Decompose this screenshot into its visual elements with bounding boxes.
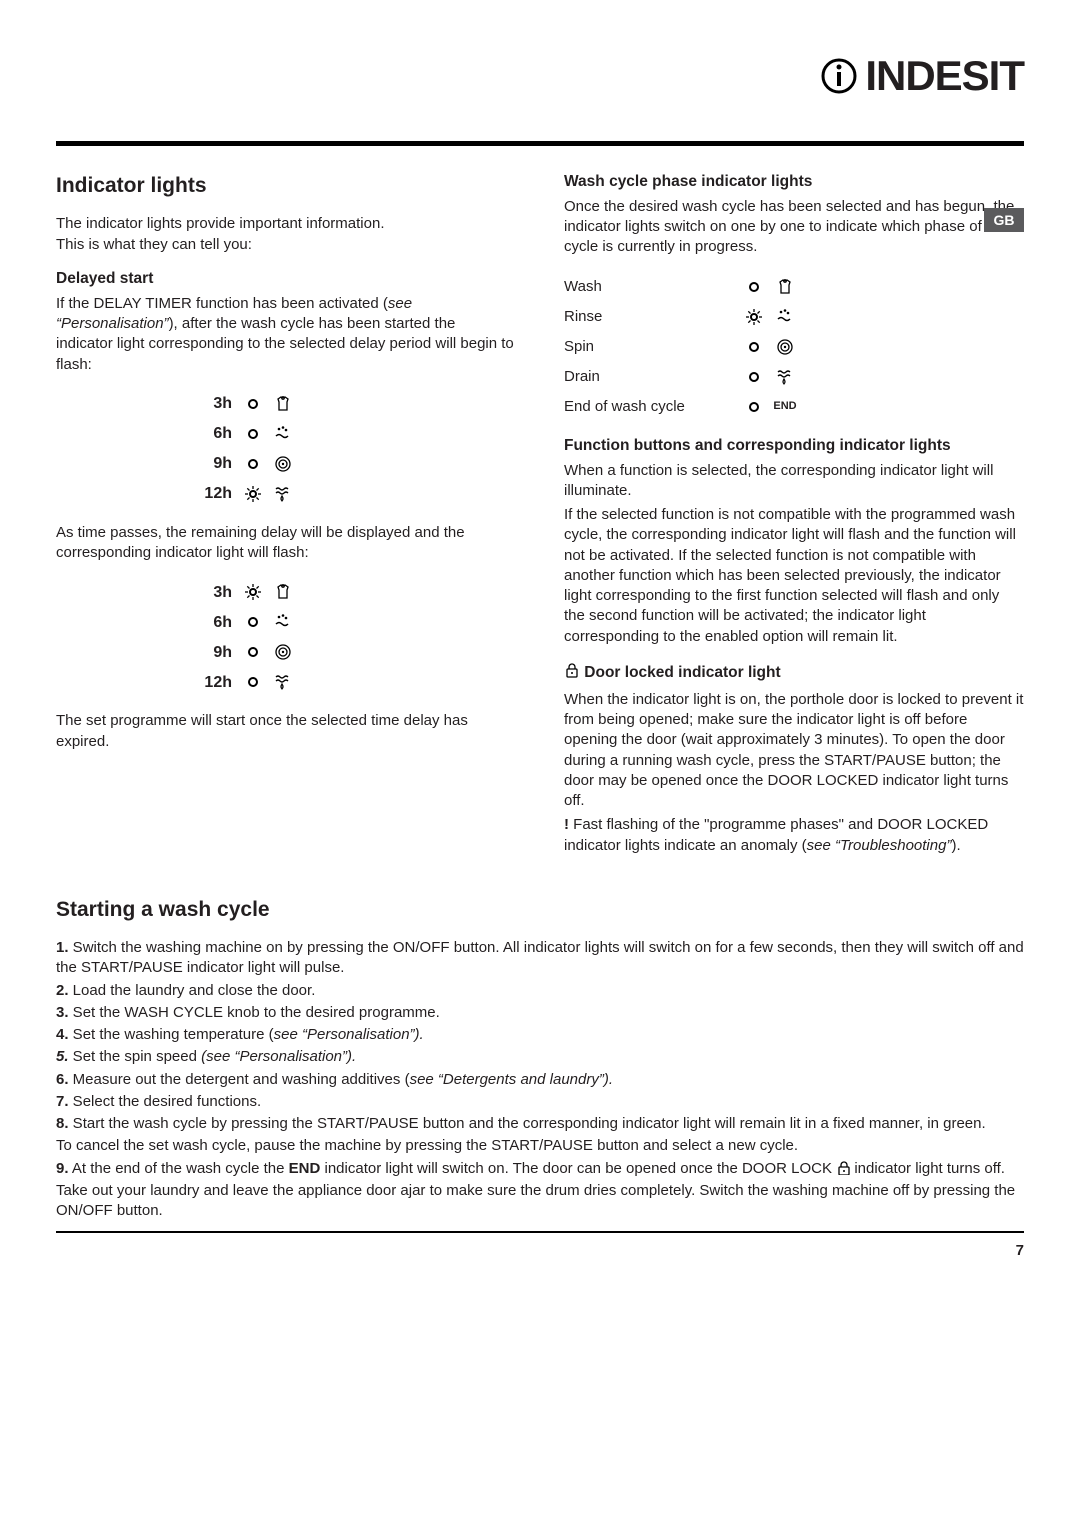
language-tab: GB xyxy=(984,208,1024,232)
rinse-icon xyxy=(272,425,294,443)
function-buttons-heading: Function buttons and corresponding indic… xyxy=(564,436,1024,457)
door-locked-heading: Door locked indicator light xyxy=(564,661,1024,686)
phase-label: Spin xyxy=(564,337,744,357)
spin-icon xyxy=(774,338,796,356)
top-rule xyxy=(56,141,1024,146)
door-locked-warn: ! Fast flashing of the "programme phases… xyxy=(564,815,1024,856)
indicator-dot-icon xyxy=(744,281,764,293)
wash-icon xyxy=(272,395,294,413)
steps-list: 1. Switch the washing machine on by pres… xyxy=(56,938,1024,1221)
delay-row: 12h xyxy=(196,667,516,697)
phase-label: End of wash cycle xyxy=(564,397,744,417)
phase-row: Rinse xyxy=(564,302,1024,332)
indicator-dot-icon xyxy=(242,584,264,600)
rinse-icon xyxy=(774,308,796,326)
wash-icon xyxy=(774,278,796,296)
delay-end-text: The set programme will start once the se… xyxy=(56,711,516,752)
door-locked-p1: When the indicator light is on, the port… xyxy=(564,690,1024,812)
delay-row: 12h xyxy=(196,479,516,509)
delay-hours: 9h xyxy=(196,453,232,475)
drain-icon xyxy=(774,368,796,386)
rinse-icon xyxy=(272,613,294,631)
spin-icon xyxy=(272,643,294,661)
delayed-start-text: If the DELAY TIMER function has been act… xyxy=(56,294,516,375)
phase-row: Drain xyxy=(564,362,1024,392)
delay-row: 9h xyxy=(196,449,516,479)
indicator-dot-icon xyxy=(242,486,264,502)
intro-text: The indicator lights provide important i… xyxy=(56,214,516,255)
delay-row: 6h xyxy=(196,607,516,637)
indicator-dot-icon xyxy=(744,371,764,383)
indicator-dot-icon xyxy=(744,341,764,353)
delay-hours: 6h xyxy=(196,423,232,445)
delayed-start-heading: Delayed start xyxy=(56,269,516,290)
indicator-dot-icon xyxy=(242,676,264,688)
delay-row: 3h xyxy=(196,389,516,419)
phase-table: Wash Rinse Spin Drain End of wash cycle END xyxy=(564,272,1024,422)
wash-phase-heading: Wash cycle phase indicator lights xyxy=(564,172,1024,193)
indicator-dot-icon xyxy=(744,401,764,413)
indicator-dot-icon xyxy=(744,309,764,325)
end-icon: END xyxy=(774,399,796,414)
delay-hours: 3h xyxy=(196,582,232,604)
indicator-dot-icon xyxy=(242,616,264,628)
delay-row: 6h xyxy=(196,419,516,449)
delay-hours: 12h xyxy=(196,483,232,505)
indicator-dot-icon xyxy=(242,428,264,440)
delay-hours: 3h xyxy=(196,393,232,415)
phase-row: End of wash cycle END xyxy=(564,392,1024,422)
delay-row: 9h xyxy=(196,637,516,667)
starting-heading: Starting a wash cycle xyxy=(56,896,1024,924)
brand-logo: INDESIT xyxy=(56,48,1024,111)
spin-icon xyxy=(272,455,294,473)
delay-table-1: 3h 6h 9h 12h xyxy=(196,389,516,509)
delay-row: 3h xyxy=(196,577,516,607)
function-buttons-p2: If the selected function is not compatib… xyxy=(564,505,1024,647)
delay-table-2: 3h 6h 9h 12h xyxy=(196,577,516,697)
drain-icon xyxy=(272,485,294,503)
delay-mid-text: As time passes, the remaining delay will… xyxy=(56,523,516,564)
function-buttons-p1: When a function is selected, the corresp… xyxy=(564,461,1024,502)
delay-hours: 6h xyxy=(196,612,232,634)
indicator-dot-icon xyxy=(242,646,264,658)
delay-hours: 9h xyxy=(196,642,232,664)
indicator-dot-icon xyxy=(242,458,264,470)
phase-row: Spin xyxy=(564,332,1024,362)
indicator-lights-heading: Indicator lights xyxy=(56,172,516,200)
page-number: 7 xyxy=(56,1241,1024,1261)
delay-hours: 12h xyxy=(196,672,232,694)
phase-row: Wash xyxy=(564,272,1024,302)
drain-icon xyxy=(272,673,294,691)
wash-phase-text: Once the desired wash cycle has been sel… xyxy=(564,197,1024,258)
wash-icon xyxy=(272,583,294,601)
phase-label: Rinse xyxy=(564,307,744,327)
bottom-rule xyxy=(56,1231,1024,1233)
phase-label: Wash xyxy=(564,277,744,297)
phase-label: Drain xyxy=(564,367,744,387)
indicator-dot-icon xyxy=(242,398,264,410)
